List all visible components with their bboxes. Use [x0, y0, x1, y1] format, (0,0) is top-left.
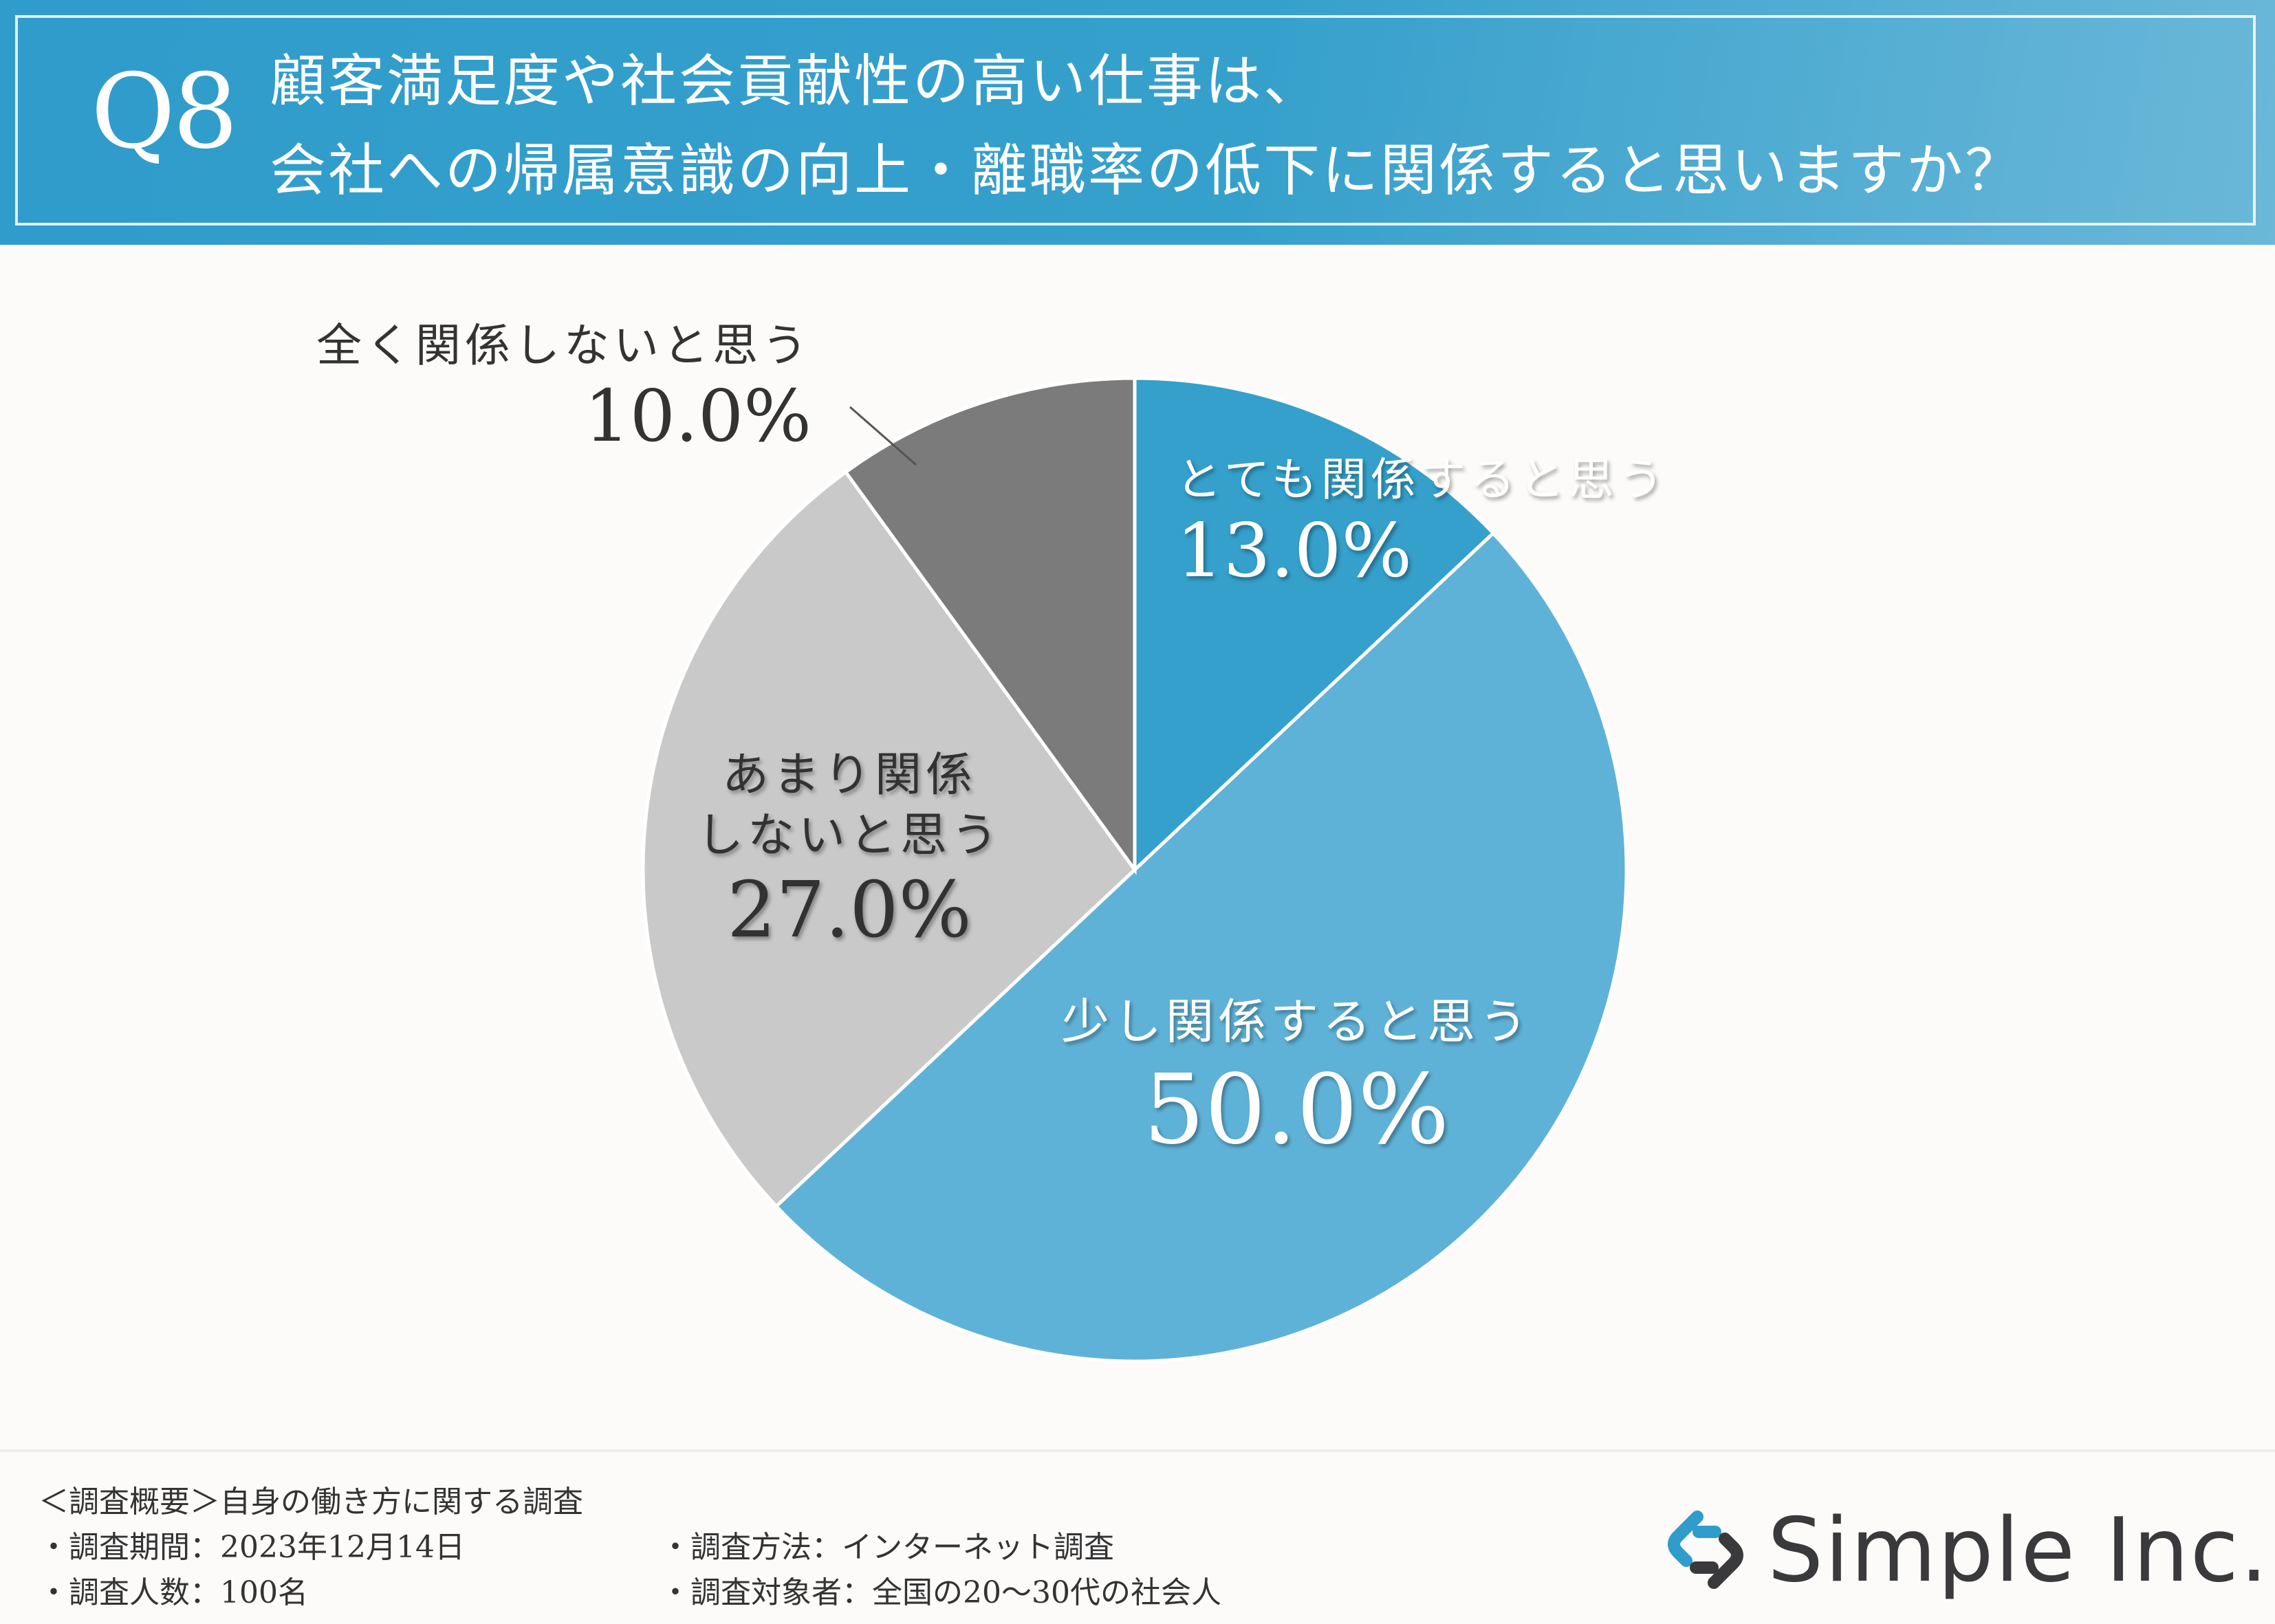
slice-label-2: 少し関係すると思う	[1061, 994, 1532, 1050]
survey-count: ・調査人数：100名	[39, 1575, 308, 1610]
brand-logo: Simple Inc.	[1657, 1502, 2268, 1598]
survey-target: ・調査対象者：全国の20～30代の社会人	[660, 1575, 1221, 1610]
slice-value-2: 50.0%	[1144, 1054, 1450, 1166]
slice-value-1: 13.0%	[1176, 508, 1412, 594]
question-text-line1: 顧客満足度や社会貢献性の高い仕事は、	[270, 49, 1322, 114]
footer-divider	[0, 1449, 2275, 1452]
pie-slices	[641, 376, 1626, 1361]
chain-link-s-icon	[1668, 1511, 1743, 1589]
pie-slice-2	[776, 534, 1626, 1361]
slice-label-3-line1: あまり関係	[722, 748, 977, 802]
header-frame	[15, 15, 2256, 226]
slice-label-3-line2: しないと思う	[697, 809, 1002, 863]
slice-value-3: 27.0%	[727, 866, 972, 955]
brand-name: Simple Inc.	[1767, 1500, 2269, 1602]
survey-method: ・調査方法：インターネット調査	[660, 1530, 1114, 1565]
question-text-line2: 会社への帰属意識の向上・離職率の低下に関係すると思いますか？	[270, 138, 2024, 204]
slice-value-4: 10.0%	[585, 374, 812, 458]
survey-summary: ＜調査概要＞自身の働き方に関する調査	[39, 1484, 583, 1519]
question-number: Q8	[91, 52, 238, 172]
footer	[0, 1449, 2275, 1624]
pie-slice-1	[1133, 376, 1496, 874]
question-header: Q8 顧客満足度や社会貢献性の高い仕事は、 会社への帰属意識の向上・離職率の低下…	[0, 0, 2275, 245]
pie-slice-3	[641, 470, 1138, 1209]
pie-slice-4	[843, 376, 1137, 875]
slice-label-4: 全く関係しないと思う	[316, 319, 812, 372]
slice-label-1: とても関係すると思う	[1176, 453, 1668, 506]
survey-period: ・調査期間：2023年12月14日	[39, 1530, 465, 1565]
leader-line-4	[849, 406, 917, 466]
